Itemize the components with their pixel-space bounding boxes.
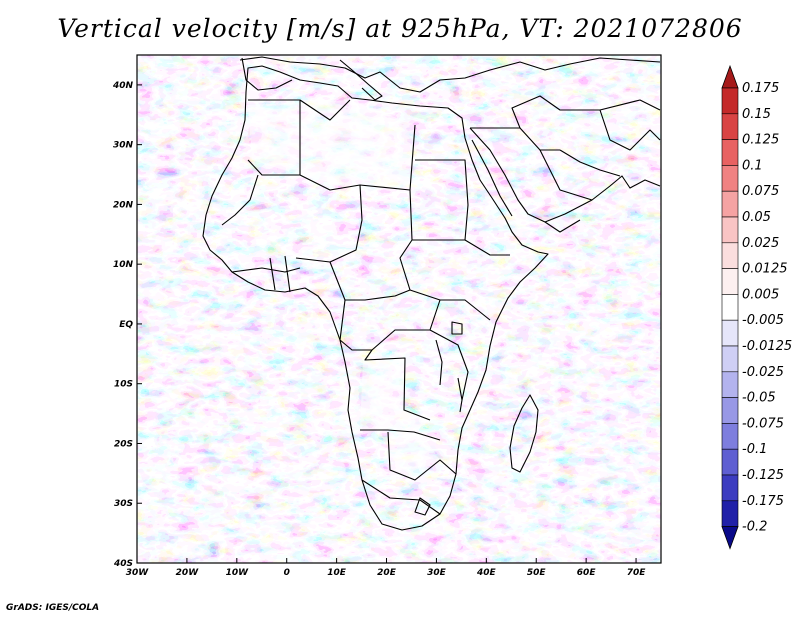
lon-tick-label: 20W: [176, 568, 200, 578]
colorbar-segment: [721, 319, 739, 347]
colorbar-level-label: 0.075: [742, 184, 779, 199]
lat-tick-label: 10N: [113, 260, 134, 270]
lat-tick-label: 20S: [114, 439, 133, 449]
lon-tick-label: 30W: [126, 568, 150, 578]
iberia-coastline: [241, 57, 293, 91]
colorbar-segment: [721, 397, 739, 424]
italy-coastline: [339, 59, 383, 101]
colorbar-level-label: 0.05: [742, 210, 771, 225]
colorbar-segment: [721, 294, 739, 321]
lon-tick-label: 50E: [527, 568, 547, 578]
colorbar-segment: [721, 500, 739, 527]
colorbar-level-label: -0.2: [742, 520, 767, 535]
continent-pale-areas: [248, 100, 440, 480]
colorbar-upper-extension: [721, 64, 739, 89]
colorbar-segment: [721, 87, 739, 115]
colorbar-segment: [721, 423, 739, 450]
coastlines-and-borders: [202, 56, 661, 531]
colorbar-segment: [721, 216, 739, 244]
lat-tick-label: 30N: [113, 141, 134, 151]
lon-tick-label: 40E: [476, 568, 497, 578]
colorbar-level-label: 0.025: [742, 236, 779, 251]
colorbar-segment: [721, 139, 739, 166]
lat-tick-label: 20N: [113, 200, 134, 210]
colorbar-level-label: 0.125: [742, 133, 779, 148]
lon-tick-label: 10W: [226, 568, 250, 578]
lat-tick-label: 30S: [114, 499, 133, 509]
colorbar-level-label: 0.175: [742, 81, 779, 96]
colorbar-level-label: -0.1: [742, 442, 767, 457]
colorbar-level-label: -0.005: [742, 313, 784, 328]
lat-tick-label: 40N: [112, 81, 134, 91]
lon-tick-label: 20E: [377, 568, 397, 578]
colorbar-lower-extension: [721, 526, 739, 550]
lon-tick-label: 70E: [627, 568, 647, 578]
grads-credit: GrADS: IGES/COLA: [6, 603, 100, 613]
persian-gulf-coast: [559, 149, 621, 177]
colorbar-segment: [721, 474, 739, 502]
colorbar-level-label: 0.0125: [742, 262, 788, 277]
lat-tick-label: 10S: [114, 380, 133, 390]
colorbar-segment: [721, 371, 739, 398]
longitude-axis: 30W 20W 10W 0 10E 20E 30E 40E 50E 60E 70E: [126, 558, 646, 578]
lon-tick-label: 30E: [427, 568, 447, 578]
colorbar-segment: [721, 345, 739, 373]
colorbar-level-label: 0.005: [742, 287, 779, 302]
red-sea: [471, 139, 513, 217]
colorbar-level-label: -0.125: [742, 468, 784, 483]
colorbar-level-label: -0.025: [742, 365, 784, 380]
colorbar-segment: [721, 268, 739, 295]
lon-tick-label: 0: [284, 568, 290, 578]
map-frame: [136, 54, 662, 564]
madagascar-coastline: [509, 394, 539, 473]
arabia-coastline: [469, 127, 661, 223]
colorbar-segment: [721, 190, 739, 218]
colorbar-segment: [721, 448, 739, 476]
colorbar-level-label: 0.15: [742, 107, 771, 122]
europe-coastline: [239, 56, 661, 93]
colorbar-level-label: -0.0125: [742, 339, 792, 354]
latitude-axis: 40N 30N 20N 10N EQ 10S 20S 30S 40S: [112, 81, 142, 569]
lat-tick-label: EQ: [119, 320, 133, 330]
colorbar-level-label: -0.075: [742, 416, 784, 431]
lake-malawi: [457, 377, 463, 413]
plot-title: Vertical velocity [m/s] at 925hPa, VT: 2…: [57, 14, 743, 43]
colorbar-segment: [721, 113, 739, 140]
colorbar-level-label: 0.1: [742, 158, 763, 173]
colorbar-level-label: -0.175: [742, 494, 784, 509]
lake-victoria: [451, 321, 463, 335]
colorbar-segment: [721, 242, 739, 269]
colorbar-segment: [721, 165, 739, 192]
lat-tick-label: 40S: [113, 559, 133, 569]
lon-tick-label: 60E: [577, 568, 597, 578]
lon-tick-label: 10E: [327, 568, 347, 578]
lake-tanganyika: [435, 339, 443, 386]
colorbar-level-label: -0.05: [742, 391, 776, 406]
